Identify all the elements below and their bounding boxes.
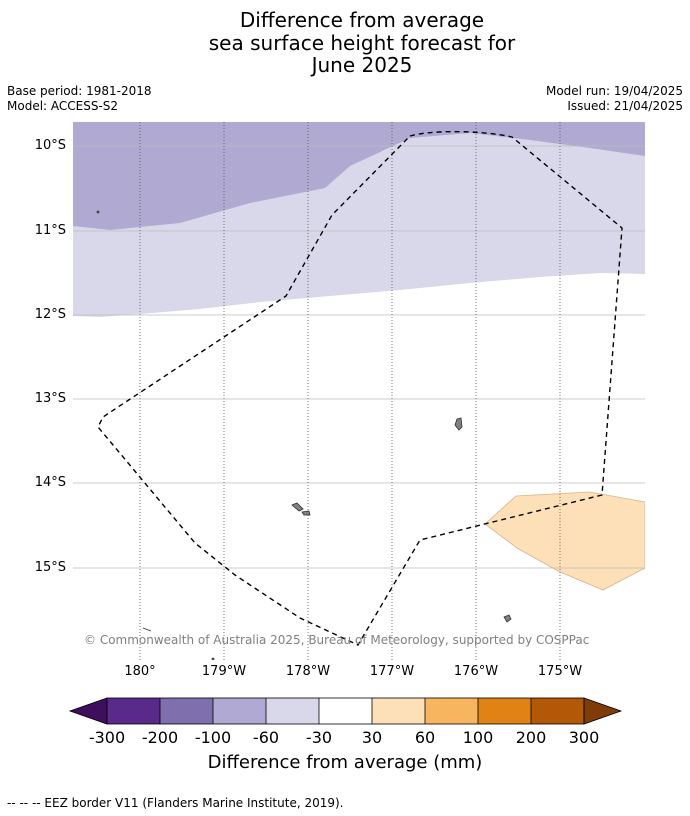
- meta-right: Model run: 19/04/2025 Issued: 21/04/2025: [546, 84, 683, 114]
- colorbar-tick-label: 300: [568, 728, 600, 747]
- islet-north: [96, 210, 100, 214]
- colorbar-seg-8: [478, 698, 531, 724]
- lon-label-179w: 179°W: [201, 664, 247, 679]
- colorbar-seg-3: [213, 698, 266, 724]
- colorbar-title: Difference from average (mm): [207, 752, 483, 773]
- colorbar-tick-label: 30: [361, 728, 383, 747]
- colorbar-tick-label: -200: [141, 728, 179, 747]
- anomaly-zone-medium: [73, 122, 645, 230]
- islands: [96, 210, 512, 660]
- colorbar-dividers: [159, 698, 532, 724]
- graticule: [73, 145, 645, 569]
- swains-island: [503, 614, 512, 623]
- colorbar-seg-7: [425, 698, 478, 724]
- colorbar-outline: [106, 697, 585, 725]
- lat-label-13s: 13°S: [34, 391, 66, 406]
- map-area: [73, 122, 645, 660]
- copyright-notice: © Commonwealth of Australia 2025, Bureau…: [84, 633, 590, 647]
- anomaly-zone-positive: [484, 491, 645, 591]
- colorbar-seg-5: [319, 698, 372, 724]
- colorbar: [68, 697, 623, 725]
- colorbar-tick-label: -60: [252, 728, 280, 747]
- model-run: Model run: 19/04/2025: [545, 84, 683, 98]
- nukunonu-island: [301, 510, 311, 516]
- lon-label-180: 180°: [124, 664, 156, 679]
- colorbar-seg-1: [107, 698, 160, 724]
- colorbar-seg-2: [160, 698, 213, 724]
- lon-label-175w: 175°W: [537, 664, 583, 679]
- lon-label-178w: 178°W: [285, 664, 331, 679]
- title-line-1: Difference from average: [239, 8, 485, 32]
- islet-south-west: [142, 627, 152, 632]
- colorbar-seg-9: [531, 698, 584, 724]
- lat-label-10s: 10°S: [34, 138, 66, 153]
- lon-label-177w: 177°W: [369, 664, 415, 679]
- fakaofo-island: [454, 417, 463, 431]
- colorbar-tick-label: 100: [462, 728, 494, 747]
- issued-date: Issued: 21/04/2025: [567, 99, 683, 113]
- base-period: Base period: 1981-2018: [7, 84, 152, 98]
- colorbar-tick-label: -300: [88, 728, 126, 747]
- lat-label-12s: 12°S: [34, 307, 66, 322]
- atafu-island: [291, 502, 304, 512]
- model-name: Model: ACCESS-S2: [7, 99, 119, 113]
- colorbar-tick-label: -30: [305, 728, 333, 747]
- colorbar-seg-4: [266, 698, 319, 724]
- colorbar-tick-label: 60: [414, 728, 436, 747]
- title-line-2: sea surface height forecast for: [208, 30, 516, 55]
- eez-boundary: [97, 130, 623, 646]
- lat-label-11s: 11°S: [34, 223, 66, 238]
- colorbar-extend-low: [68, 697, 108, 725]
- chart-title: Difference from average sea surface heig…: [0, 9, 690, 77]
- meta-left: Base period: 1981-2018 Model: ACCESS-S2: [7, 84, 152, 114]
- colorbar-tick-label: -100: [194, 728, 232, 747]
- eez-footnote: -- -- -- EEZ border V11 (Flanders Marine…: [7, 796, 344, 810]
- title-line-3: June 2025: [311, 53, 413, 77]
- lon-label-176w: 176°W: [453, 664, 499, 679]
- colorbar-seg-6: [372, 698, 425, 724]
- lat-label-14s: 14°S: [34, 475, 66, 490]
- colorbar-extend-high: [583, 697, 623, 725]
- islet-south: [211, 657, 215, 660]
- lat-label-15s: 15°S: [34, 560, 66, 575]
- colorbar-tick-label: 200: [515, 728, 547, 747]
